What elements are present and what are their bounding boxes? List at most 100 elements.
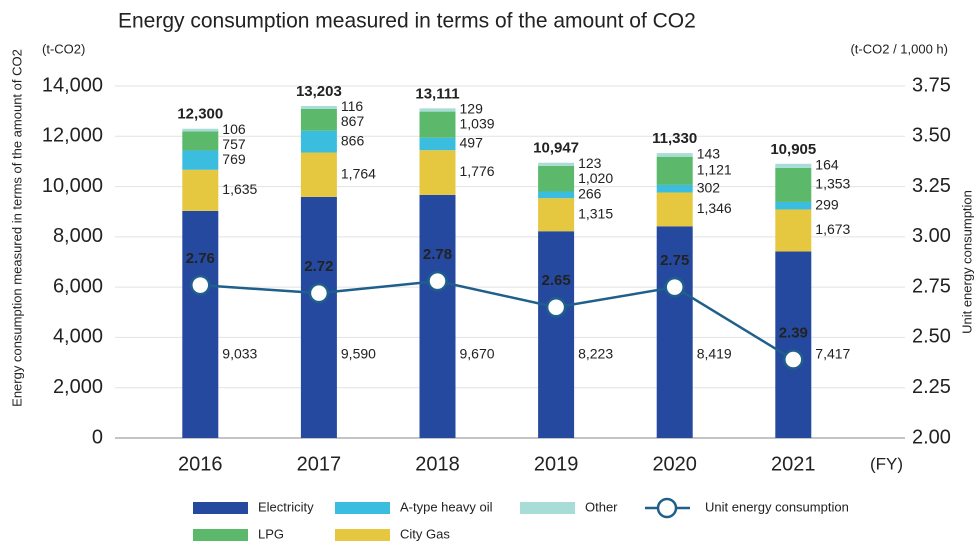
value-label: 1,673 [815, 221, 850, 237]
line-value-label: 2.39 [779, 325, 808, 342]
total-label: 13,111 [415, 85, 459, 102]
total-label: 13,203 [296, 83, 342, 100]
y2-tick-label: 3.00 [912, 225, 951, 247]
value-label: 1,020 [578, 170, 613, 186]
value-label: 123 [578, 155, 602, 171]
legend-swatch [335, 502, 390, 514]
total-label: 12,300 [177, 106, 223, 123]
y-tick-label: 14,000 [42, 74, 103, 96]
bar-segment [775, 251, 812, 438]
bar-segment [419, 137, 456, 151]
x-tick-label: 2020 [652, 453, 697, 475]
value-label: 757 [222, 136, 246, 152]
bar-segment [300, 106, 337, 109]
y2-tick-label: 2.50 [912, 326, 951, 348]
line-value-label: 2.76 [186, 250, 215, 267]
bar-segment [419, 111, 456, 138]
y-tick-label: 0 [92, 426, 103, 448]
legend-label: Unit energy consumption [705, 499, 849, 514]
bar-segment [775, 201, 812, 210]
bar-segment [300, 196, 337, 438]
line-point [664, 276, 685, 298]
bar-segment [419, 194, 456, 438]
legend-swatch [193, 529, 248, 541]
x-tick-label: 2019 [534, 453, 579, 475]
legend-swatch [520, 502, 575, 514]
value-label: 302 [697, 179, 721, 195]
y2-tick-label: 3.75 [912, 74, 951, 96]
bar-segment [538, 191, 575, 199]
bar-segment [182, 210, 219, 438]
line-point [427, 270, 448, 292]
line [200, 279, 794, 361]
y2-axis-label: Unit energy consumption [959, 190, 974, 334]
value-label: 164 [815, 157, 839, 173]
bar-segment [300, 108, 337, 131]
x-tick-label: 2017 [297, 453, 342, 475]
line-value-label: 2.72 [304, 258, 333, 275]
bar-segment [775, 167, 812, 202]
x-unit: (FY) [870, 454, 903, 473]
value-label: 867 [341, 113, 365, 129]
y2-tick-label: 3.25 [912, 175, 951, 197]
total-label: 10,905 [770, 141, 816, 158]
bar-segment [656, 192, 693, 227]
bar-segment [656, 184, 693, 193]
bar-segment [656, 153, 693, 157]
total-label: 10,947 [533, 140, 579, 157]
bar-segment [182, 131, 219, 151]
y-tick-label: 4,000 [53, 326, 103, 348]
y2-unit: (t-CO2 / 1,000 h) [850, 41, 948, 56]
bar-segment [182, 150, 219, 170]
line-value-label: 2.75 [660, 252, 689, 269]
line-point [545, 297, 567, 318]
value-label: 1,121 [697, 161, 732, 177]
bar-segment [538, 231, 575, 438]
value-label: 116 [341, 98, 364, 114]
y-tick-label: 8,000 [53, 225, 103, 247]
bar-segment [538, 165, 575, 192]
y2-tick-label: 2.00 [912, 426, 951, 448]
line-point [308, 282, 330, 304]
value-label: 1,764 [341, 165, 376, 181]
line-value-label: 2.65 [541, 272, 570, 289]
total-label: 11,330 [652, 130, 697, 147]
y-tick-label: 10,000 [42, 175, 103, 197]
x-tick-label: 2018 [415, 453, 460, 475]
chart-title: Energy consumption measured in terms of … [118, 10, 696, 33]
value-label: 1,635 [222, 181, 257, 197]
bar-segment [538, 162, 575, 166]
legend-label: Other [585, 499, 618, 514]
value-label: 1,346 [697, 200, 732, 216]
y-tick-label: 2,000 [53, 376, 103, 398]
value-label: 866 [341, 132, 365, 148]
value-label: 1,039 [460, 116, 495, 132]
y-tick-label: 12,000 [42, 125, 103, 147]
value-label: 769 [222, 151, 246, 167]
value-label: 1,776 [460, 163, 495, 179]
value-label: 9,590 [341, 346, 376, 362]
value-label: 8,419 [697, 346, 732, 362]
bar-segment [775, 209, 812, 252]
line-point [190, 274, 211, 296]
y-unit: (t-CO2) [42, 41, 85, 56]
legend-label: City Gas [400, 526, 450, 541]
legend-swatch [193, 502, 248, 514]
value-label: 9,670 [460, 346, 495, 362]
value-label: 1,353 [815, 176, 850, 192]
bar-segment [656, 156, 693, 185]
value-label: 106 [222, 121, 246, 137]
y2-tick-label: 3.50 [912, 125, 951, 147]
legend-swatch [335, 529, 390, 541]
bar-segment [182, 169, 219, 211]
y-axis-label: Energy consumption measured in terms of … [9, 49, 24, 407]
y2-tick-label: 2.25 [912, 376, 951, 398]
y-tick-label: 6,000 [53, 275, 103, 297]
bar-segment [300, 130, 337, 153]
value-label: 143 [697, 146, 721, 162]
value-label: 299 [815, 196, 839, 212]
value-label: 8,223 [578, 346, 613, 362]
x-tick-label: 2021 [771, 453, 816, 475]
bar-segment [656, 226, 693, 438]
